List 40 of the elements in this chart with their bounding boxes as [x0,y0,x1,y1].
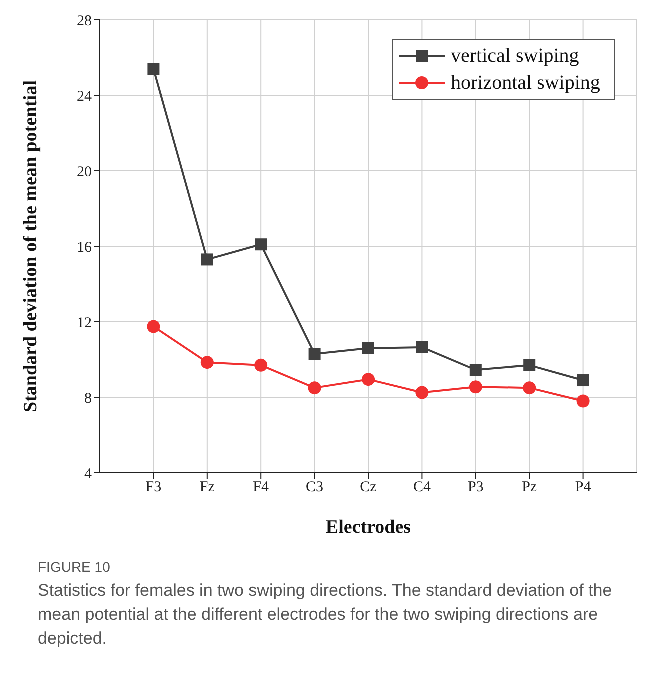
point [524,359,536,372]
y-tick-label: 12 [77,315,92,332]
point [362,373,375,386]
point [201,254,214,266]
point [469,380,482,394]
point [200,356,214,370]
point [470,364,482,376]
point [523,382,536,395]
y-tick-label: 28 [77,13,92,30]
point [416,341,428,354]
caption: FIGURE 10 [38,559,112,575]
y-tick-label: 4 [84,466,92,482]
x-tick-label: P4 [575,480,592,496]
x-tick-label: C3 [306,480,324,496]
point [147,320,160,334]
x-axis-title: Electrodes [326,517,412,538]
x-tick-label: C4 [413,480,432,496]
x-tick-label: F4 [253,480,270,496]
point [416,386,429,400]
x-tick-label: Cz [360,480,378,496]
x-tick-label: Pz [522,480,538,496]
x-tick-label: F3 [146,480,162,496]
point [308,348,321,360]
point [254,358,268,372]
x-tick-label: Fz [200,480,216,496]
y-axis-title: Standard deviation of the mean potential [20,80,42,412]
x-tick-label: P3 [468,480,484,496]
y-tick-label: 16 [77,240,92,256]
point [577,374,590,387]
point [576,394,590,408]
point [362,342,374,354]
y-tick-label: 24 [77,88,92,105]
y-tick-label: 20 [77,164,92,180]
point [308,382,322,395]
legend-label: horizontal swiping [451,72,600,94]
legend-label: vertical swiping [451,45,580,67]
text: Statistics for females in two swiping directions. The standard deviation of the mean potential at the different electrodes for the two swiping directions are depicted. [38,580,614,650]
y-tick-label: 8 [84,390,92,407]
point [148,63,160,76]
point [255,238,268,251]
